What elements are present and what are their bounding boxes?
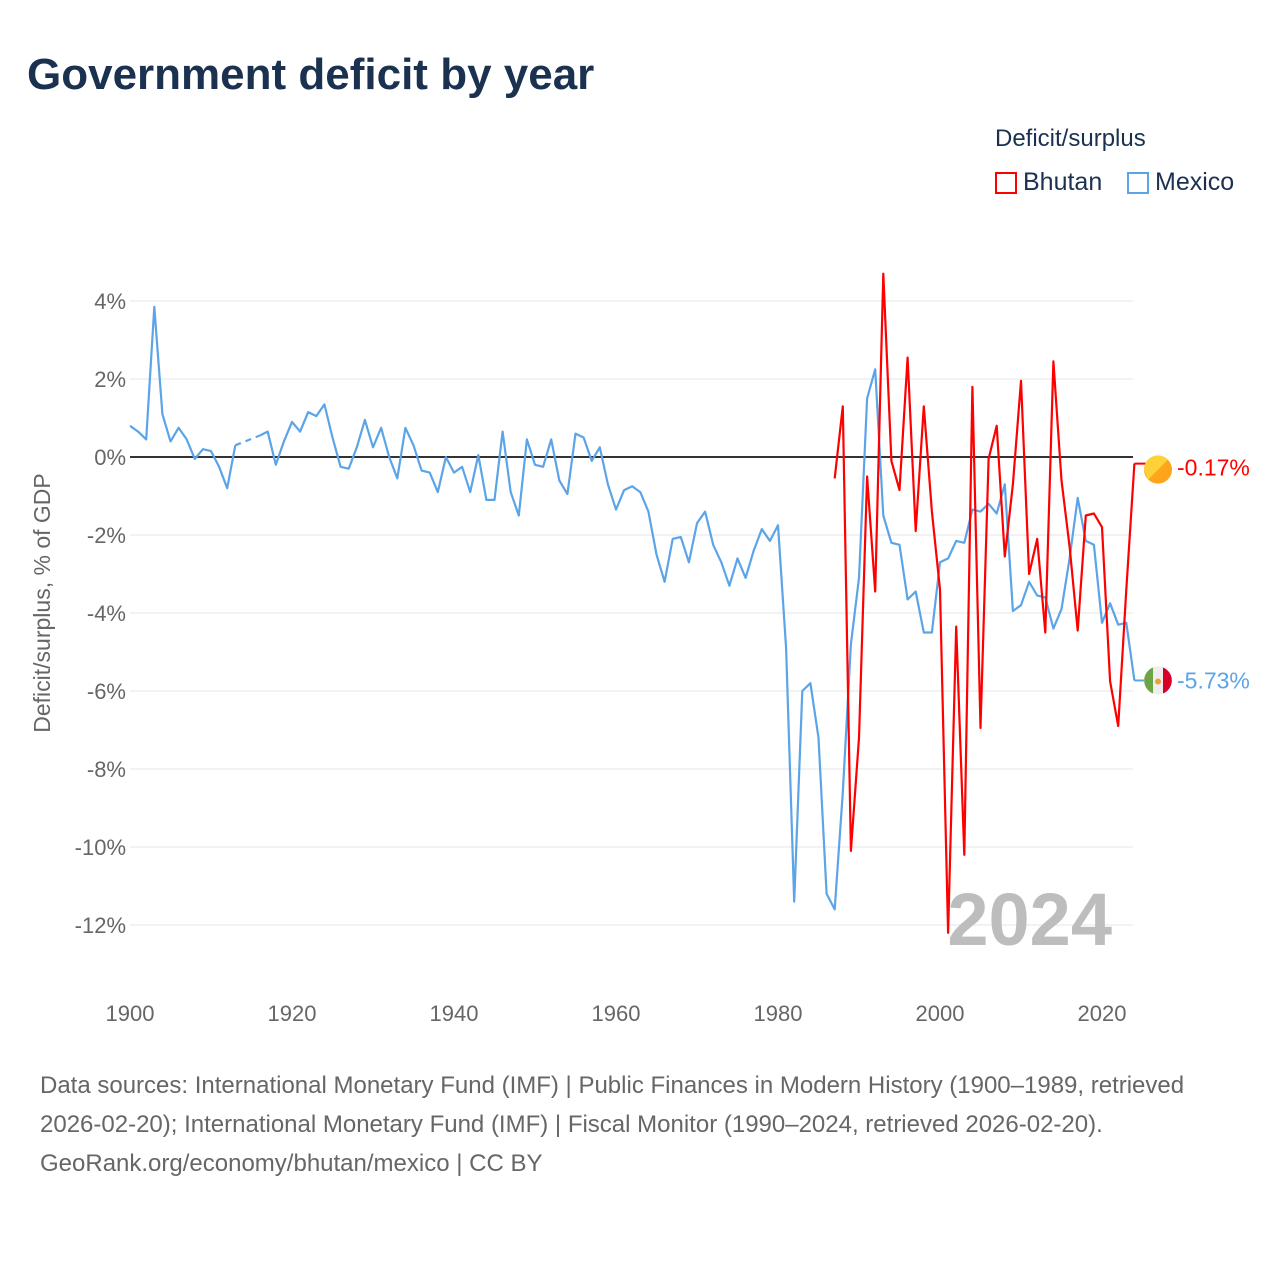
x-tick-label: 1900 (106, 1001, 155, 1026)
y-tick-label: -2% (87, 523, 126, 548)
mexico-flag-icon (1163, 667, 1172, 694)
legend-swatch (1127, 171, 1149, 194)
y-tick-label: -8% (87, 757, 126, 782)
chart-title: Government deficit by year (27, 50, 595, 99)
year-label: 2024 (947, 878, 1112, 961)
legend-swatch (995, 171, 1017, 194)
series-line-mexico (259, 368, 1136, 911)
y-tick-label: 4% (94, 289, 126, 314)
mexico-flag-icon (1155, 678, 1161, 685)
y-axis-label: Deficit/surplus, % of GDP (29, 473, 55, 732)
x-tick-label: 2000 (916, 1001, 965, 1026)
data-sources: Data sources: International Monetary Fun… (40, 1072, 1185, 1138)
x-tick-label: 1960 (592, 1001, 641, 1026)
x-tick-label: 1980 (754, 1001, 803, 1026)
y-tick-label: -12% (75, 913, 126, 938)
y-tick-label: 2% (94, 367, 126, 392)
end-value-label-mexico: -5.73% (1177, 667, 1250, 693)
series-line-bhutan (833, 272, 1136, 934)
legend-title: Deficit/surplus (995, 125, 1146, 152)
footer: Data sources: International Monetary Fun… (40, 1066, 1250, 1183)
x-tick-label: 1920 (268, 1001, 317, 1026)
legend-label: Bhutan (1023, 168, 1103, 196)
y-tick-label: 0% (94, 445, 126, 470)
legend-item-bhutan[interactable]: Bhutan (995, 168, 1102, 197)
legend-label: Mexico (1155, 168, 1235, 196)
y-tick-label: -6% (87, 679, 126, 704)
chart-plot: 4% 2% 0% -2% -4% -6% -8% -10% -12% 1900 1920 1940 19… (29, 272, 1250, 1026)
bhutan-flag-icon (1143, 455, 1168, 480)
legend-item-mexico[interactable]: Mexico (1127, 168, 1234, 197)
x-tick-label: 2020 (1078, 1001, 1127, 1026)
y-tick-label: -4% (87, 601, 126, 626)
series-gap-mexico (234, 434, 261, 447)
mexico-flag-icon (1144, 667, 1153, 694)
y-tick-label: -10% (75, 835, 126, 860)
end-value-label-bhutan: -0.17% (1177, 455, 1250, 481)
credit-link[interactable]: GeoRank.org/economy/bhutan/mexico | CC B… (40, 1150, 543, 1177)
series-line-mexico (129, 305, 237, 490)
x-tick-label: 1940 (430, 1001, 479, 1026)
